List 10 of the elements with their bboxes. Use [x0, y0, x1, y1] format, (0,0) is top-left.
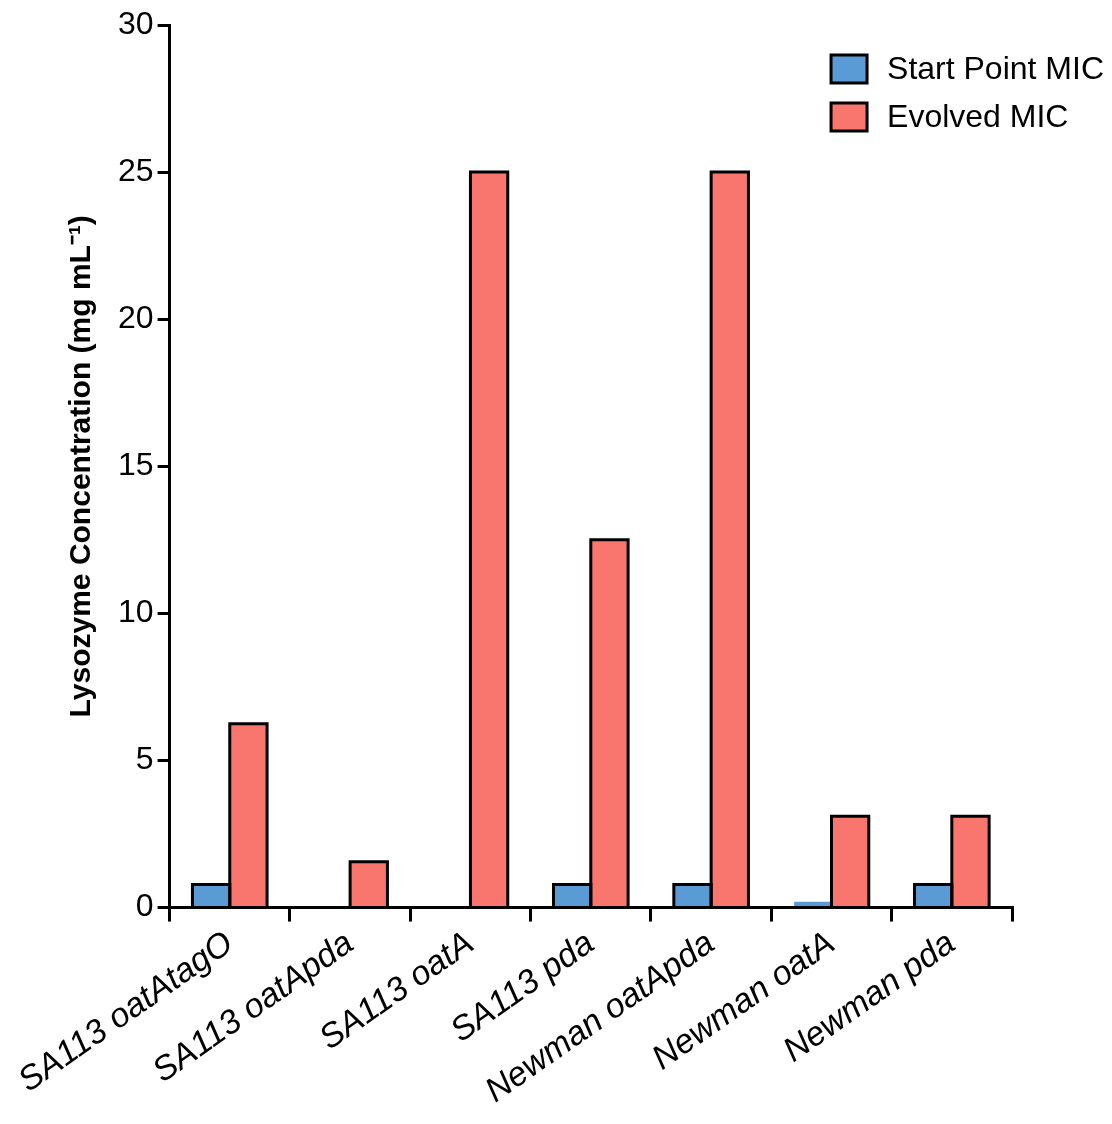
legend-label: Start Point MIC: [887, 49, 1104, 86]
y-tick-label: 20: [118, 299, 154, 336]
y-tick-label: 25: [118, 151, 154, 188]
y-axis-title: Lysozyme Concentration (mg mL⁻¹): [63, 215, 97, 718]
y-tick-label: 0: [135, 887, 154, 924]
y-tick-label: 30: [118, 4, 154, 41]
y-tick-label: 15: [118, 446, 154, 483]
legend-label: Evolved MIC: [887, 97, 1069, 134]
y-tick-label: 5: [135, 740, 154, 777]
y-tick-label: 10: [118, 593, 154, 630]
